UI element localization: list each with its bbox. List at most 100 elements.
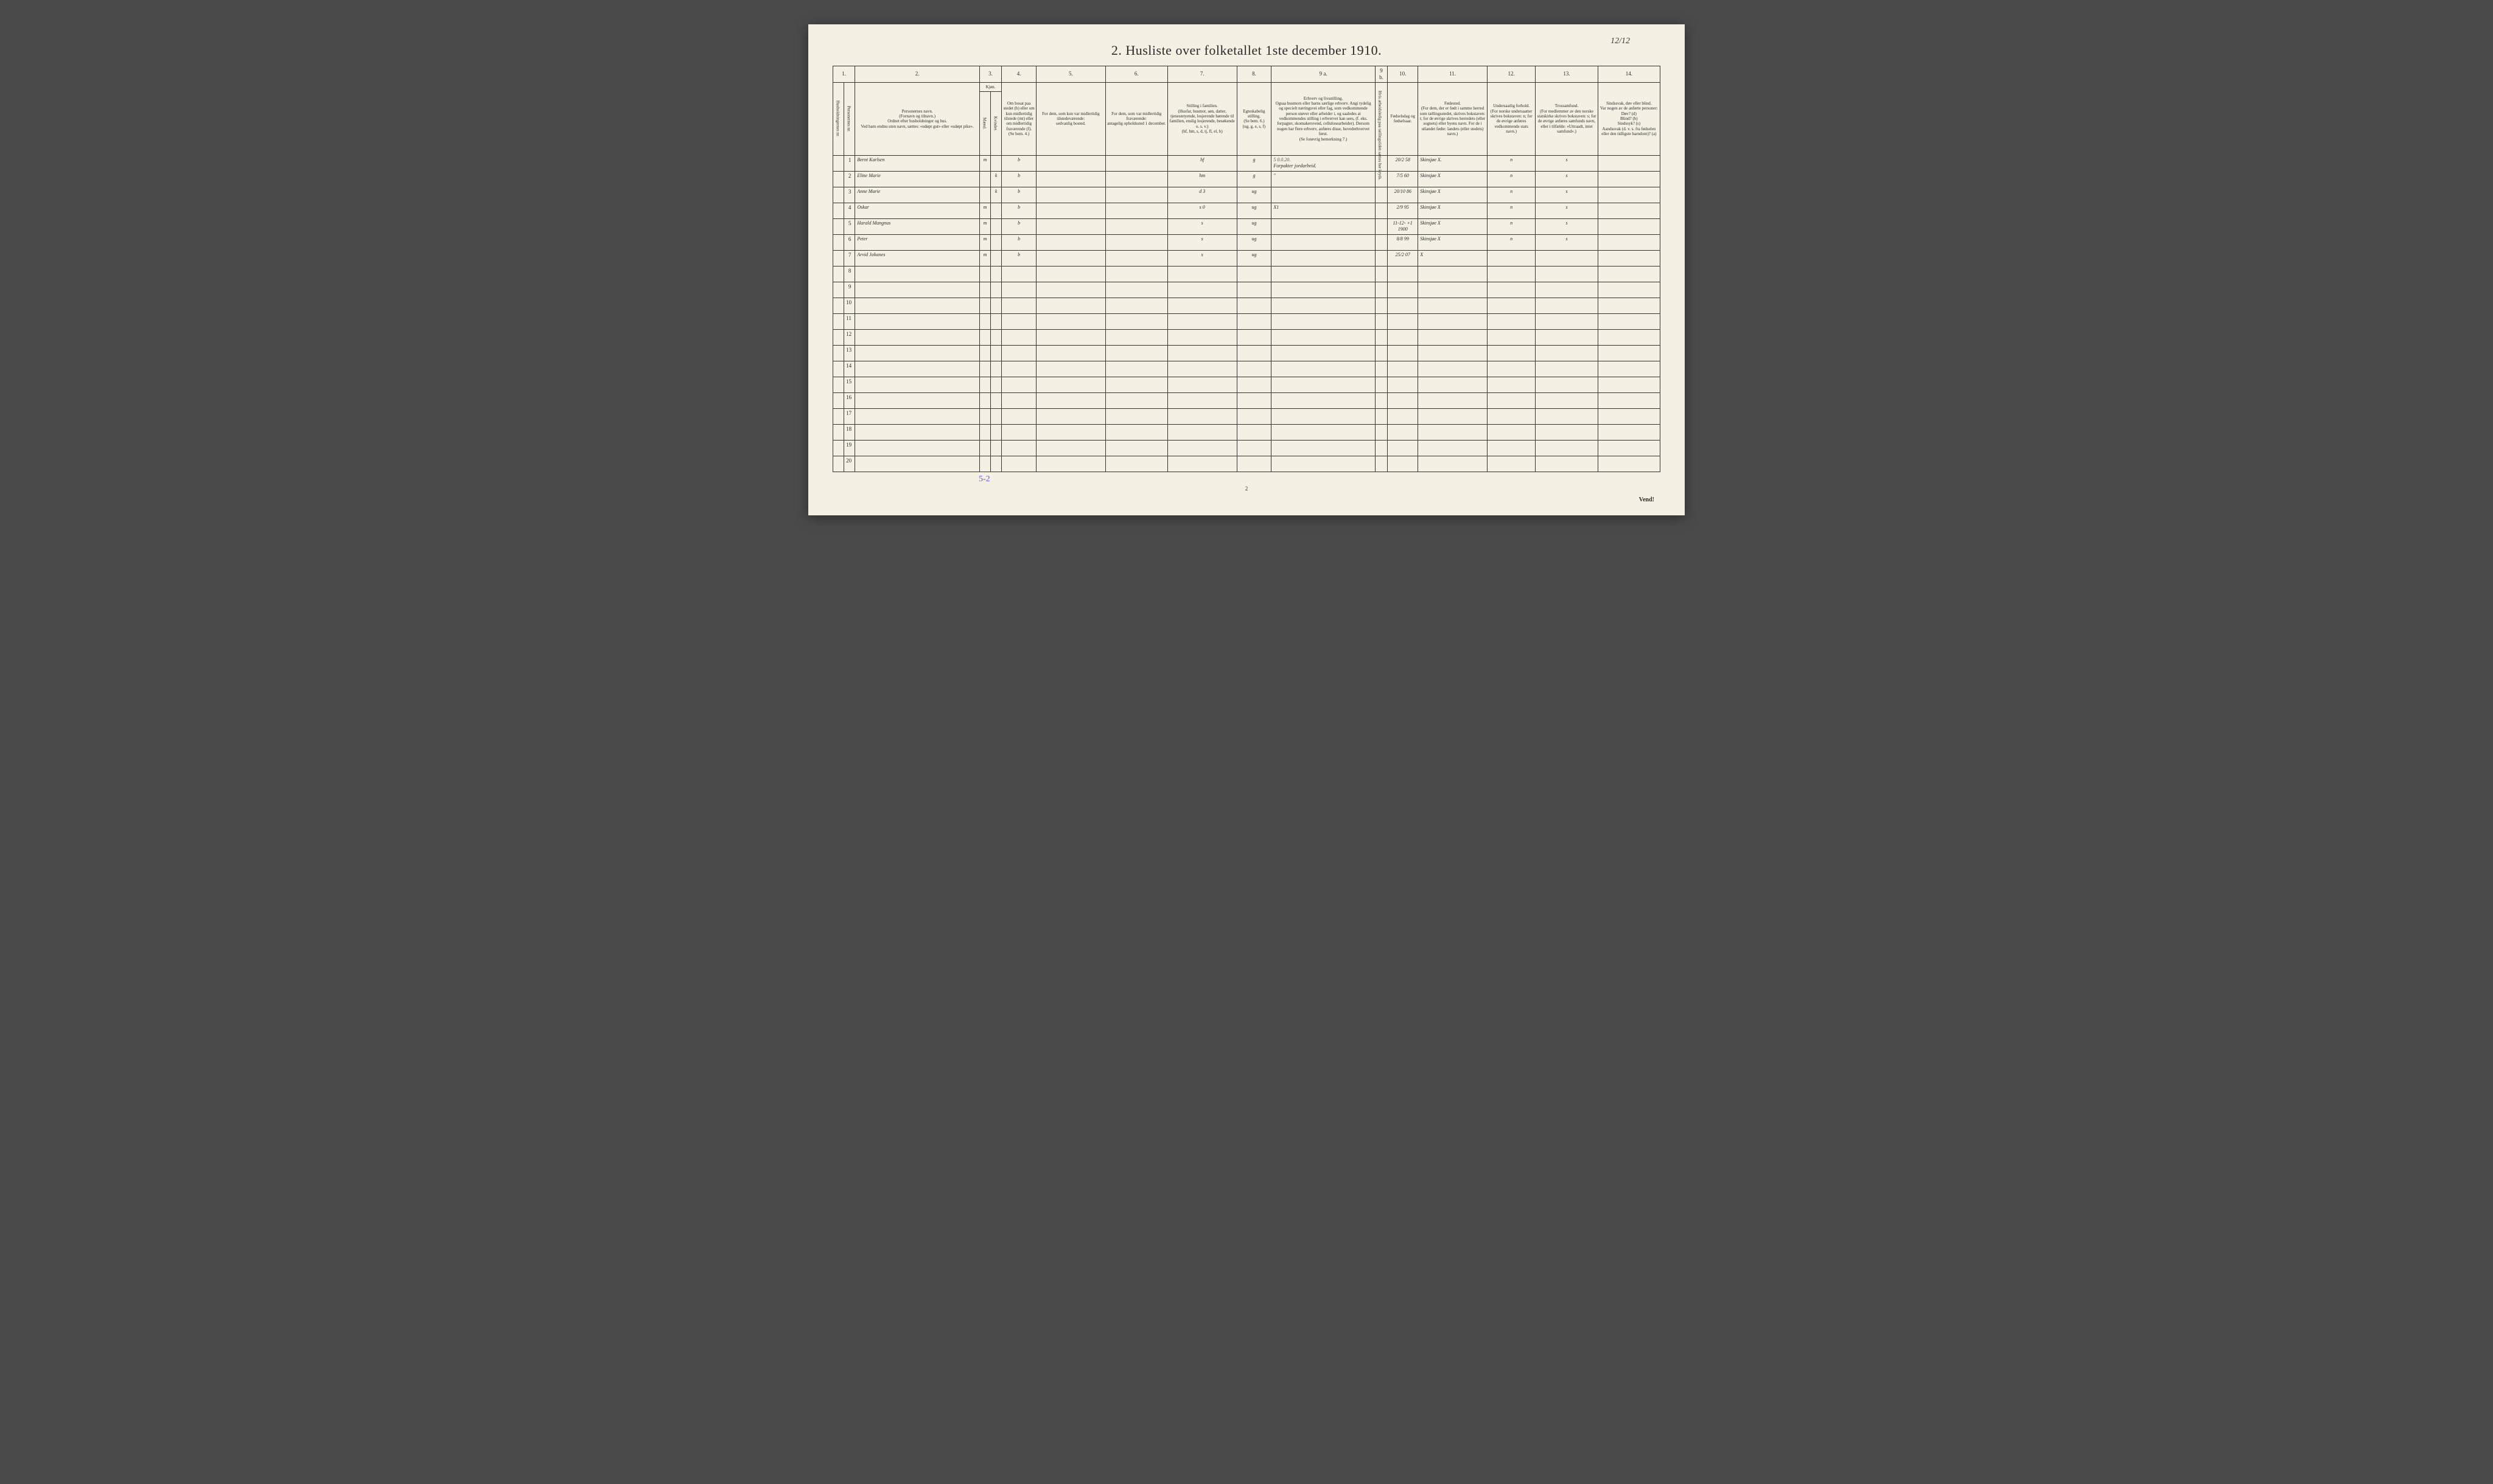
cell-birthdate: 2/9 95 xyxy=(1388,203,1418,218)
cell-family-pos: hf xyxy=(1167,155,1237,171)
cell-birthdate xyxy=(1388,424,1418,440)
cell-name xyxy=(855,361,980,377)
table-row: 6Petermbsug8/8 99Skinsjøe Xns xyxy=(833,234,1660,250)
cell-temp-present xyxy=(1037,329,1106,345)
cell-name xyxy=(855,392,980,408)
cell-family-pos xyxy=(1167,282,1237,298)
cell-unemployed xyxy=(1375,282,1387,298)
h9a-occupation: Erhverv og livsstilling. Ogsaa husmors e… xyxy=(1271,82,1375,155)
cell-person-num: 11 xyxy=(844,313,855,329)
cell-birthdate xyxy=(1388,345,1418,361)
cell-disability xyxy=(1598,171,1660,187)
cell-unemployed xyxy=(1375,250,1387,266)
cell-person-num: 10 xyxy=(844,298,855,313)
cell-occupation xyxy=(1271,298,1375,313)
cell-name xyxy=(855,345,980,361)
h9b-unemployed: Hvis arbeidsledig paa tællingstiden sætt… xyxy=(1375,82,1387,155)
cell-birthdate xyxy=(1388,456,1418,472)
h3-male: Mænd. xyxy=(979,91,990,155)
cell-family-pos xyxy=(1167,361,1237,377)
cell-temp-present xyxy=(1037,218,1106,234)
cell-sex-m xyxy=(979,424,990,440)
cell-sex-k xyxy=(991,329,1002,345)
cell-citizenship xyxy=(1487,250,1536,266)
cell-household xyxy=(833,361,844,377)
cell-unemployed xyxy=(1375,440,1387,456)
cell-present xyxy=(1002,345,1037,361)
cell-marital: ug xyxy=(1237,203,1271,218)
cell-family-pos: d 3 xyxy=(1167,187,1237,203)
cell-citizenship: n xyxy=(1487,218,1536,234)
cell-temp-absent xyxy=(1105,361,1167,377)
cell-birthdate xyxy=(1388,266,1418,282)
cell-temp-present xyxy=(1037,155,1106,171)
cell-marital: ug xyxy=(1237,250,1271,266)
table-row: 5Harald Mangnusmbsug11-12- +1 1900Skinsj… xyxy=(833,218,1660,234)
cell-present xyxy=(1002,408,1037,424)
cell-person-num: 2 xyxy=(844,171,855,187)
cell-person-num: 14 xyxy=(844,361,855,377)
cell-family-pos xyxy=(1167,424,1237,440)
cell-citizenship: n xyxy=(1487,155,1536,171)
cell-religion xyxy=(1536,392,1598,408)
cell-temp-present xyxy=(1037,282,1106,298)
header-main-row: Husholdningernes nr. Personernes nr. Per… xyxy=(833,82,1660,91)
cell-birthdate xyxy=(1388,377,1418,392)
cell-citizenship: n xyxy=(1487,171,1536,187)
cell-citizenship xyxy=(1487,392,1536,408)
cell-sex-m xyxy=(979,377,990,392)
table-row: 10 xyxy=(833,298,1660,313)
cell-disability xyxy=(1598,218,1660,234)
cell-disability xyxy=(1598,234,1660,250)
census-table: 1. 2. 3. 4. 5. 6. 7. 8. 9 a. 9 b. 10. 11… xyxy=(833,66,1660,472)
cell-disability xyxy=(1598,377,1660,392)
cell-household xyxy=(833,187,844,203)
cell-temp-absent xyxy=(1105,171,1167,187)
cell-sex-m xyxy=(979,361,990,377)
vend-label: Vend! xyxy=(833,496,1660,503)
cell-family-pos xyxy=(1167,456,1237,472)
cell-religion xyxy=(1536,408,1598,424)
cell-birthdate: 20/2 58 xyxy=(1388,155,1418,171)
cell-citizenship xyxy=(1487,282,1536,298)
cell-marital xyxy=(1237,408,1271,424)
cell-citizenship xyxy=(1487,377,1536,392)
table-row: 20 xyxy=(833,456,1660,472)
cell-birthplace: X xyxy=(1418,250,1488,266)
cell-sex-k xyxy=(991,155,1002,171)
cell-name xyxy=(855,313,980,329)
cell-occupation xyxy=(1271,345,1375,361)
h5-temp-present: For dem, som kun var midlertidig tilsted… xyxy=(1037,82,1106,155)
cell-disability xyxy=(1598,440,1660,456)
cell-marital: ug xyxy=(1237,187,1271,203)
cell-birthdate xyxy=(1388,313,1418,329)
cell-present xyxy=(1002,282,1037,298)
cell-religion xyxy=(1536,266,1598,282)
cell-sex-m xyxy=(979,456,990,472)
cell-citizenship: n xyxy=(1487,187,1536,203)
cell-temp-absent xyxy=(1105,424,1167,440)
cell-name xyxy=(855,298,980,313)
cell-present: b xyxy=(1002,187,1037,203)
cell-present xyxy=(1002,329,1037,345)
cell-household xyxy=(833,377,844,392)
table-row: 17 xyxy=(833,408,1660,424)
cell-family-pos xyxy=(1167,440,1237,456)
cell-sex-k: k xyxy=(991,171,1002,187)
cell-present: b xyxy=(1002,250,1037,266)
col-num-6: 6. xyxy=(1105,66,1167,83)
cell-name: Bernt Karlsen xyxy=(855,155,980,171)
cell-person-num: 13 xyxy=(844,345,855,361)
cell-household xyxy=(833,345,844,361)
col-num-1: 1. xyxy=(833,66,855,83)
cell-name: Eline Marie xyxy=(855,171,980,187)
cell-occupation xyxy=(1271,266,1375,282)
cell-sex-k xyxy=(991,361,1002,377)
cell-birthdate xyxy=(1388,440,1418,456)
cell-marital xyxy=(1237,345,1271,361)
table-row: 3Anne Mariekbd 3ug20/10 86Skinsjøe Xns xyxy=(833,187,1660,203)
cell-occupation xyxy=(1271,361,1375,377)
cell-birthplace: Skinsjøe X xyxy=(1418,218,1488,234)
cell-household xyxy=(833,408,844,424)
cell-person-num: 18 xyxy=(844,424,855,440)
